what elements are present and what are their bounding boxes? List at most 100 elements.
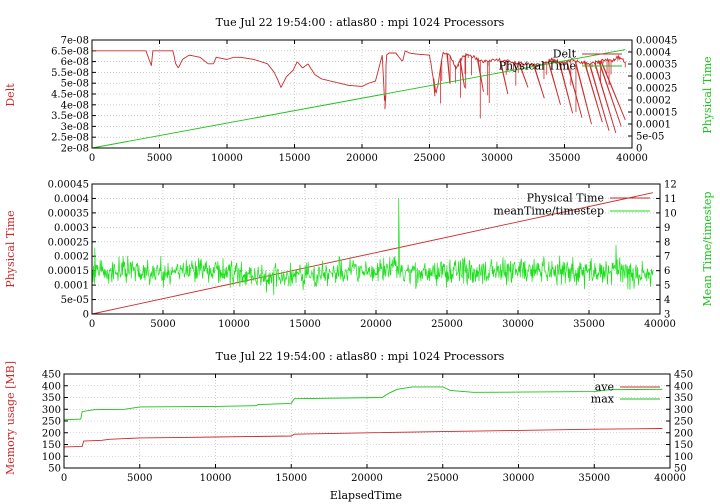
- x-tick-label: 10000: [200, 473, 232, 484]
- x-tick-label: 15000: [275, 473, 307, 484]
- legend-label: ave: [595, 381, 614, 394]
- x-tick-label: 20000: [351, 473, 383, 484]
- plot-frame: [91, 183, 661, 315]
- x-tick-label: 10000: [211, 153, 243, 164]
- y-tick-label: 7e-08: [61, 36, 89, 47]
- memory-usage-panel: Tue Jul 22 19:54:00 : atlas80 : mpi 1024…: [4, 350, 693, 502]
- y-tick-label: 300: [42, 405, 61, 416]
- y2-tick-label: 0.00045: [636, 36, 677, 47]
- y2-tick-label: 0.0004: [636, 48, 671, 59]
- x-tick-label: 5000: [147, 153, 172, 164]
- legend-label: Delt: [553, 48, 577, 61]
- y-tick-label: 2e-08: [61, 144, 89, 155]
- y-tick-label: 4e-08: [61, 100, 89, 111]
- x-tick-label: 40000: [644, 319, 676, 330]
- x-tick-label: 35000: [578, 473, 610, 484]
- x-tick-label: 35000: [549, 153, 581, 164]
- x-tick-label: 40000: [654, 473, 686, 484]
- x-tick-label: 20000: [360, 319, 392, 330]
- series-line-meantime-timestep: [91, 198, 654, 296]
- y2-tick-label: 300: [674, 405, 693, 416]
- legend-label: max: [591, 393, 615, 406]
- y-tick-label: 0.0002: [54, 252, 89, 263]
- y2-tick-label: 5: [664, 281, 670, 292]
- chart-title: Tue Jul 22 19:54:00 : atlas80 : mpi 1024…: [216, 16, 505, 29]
- y2-tick-label: 0.00035: [636, 60, 677, 71]
- y2-tick-label: 7: [664, 252, 670, 263]
- y2-tick-label: 3: [664, 310, 670, 321]
- y2-axis-label: Physical Time: [701, 56, 714, 133]
- y-tick-label: 3.5e-08: [51, 111, 89, 122]
- y2-tick-label: 0.0002: [636, 96, 671, 107]
- x-tick-label: 30000: [502, 319, 534, 330]
- y2-tick-label: 0.0001: [636, 120, 671, 131]
- y-axis-label: Delt: [4, 83, 17, 107]
- x-tick-label: 5000: [150, 319, 175, 330]
- physical-time-mean-time-panel: Physical Time Mean Time/timestep 0 5000 10…: [4, 180, 714, 331]
- y2-tick-label: 200: [674, 428, 693, 439]
- x-tick-label: 0: [89, 319, 95, 330]
- series-line-physical-time: [91, 49, 626, 149]
- y2-tick-label: 350: [674, 393, 693, 404]
- y-tick-label: 2.5e-08: [51, 133, 89, 144]
- y-tick-label: 3e-08: [61, 122, 89, 133]
- y-tick-label: 6e-08: [61, 57, 89, 68]
- legend-label: Physical Time: [527, 192, 604, 205]
- y-tick-label: 100: [42, 452, 61, 463]
- y-tick-label: 0: [83, 310, 89, 321]
- y2-tick-label: 4: [664, 295, 670, 306]
- y-tick-label: 0.00015: [48, 266, 89, 277]
- y-tick-label: 250: [42, 417, 61, 428]
- y-tick-label: 150: [42, 440, 61, 451]
- series-line-max: [63, 386, 663, 421]
- series-line-delt: [92, 50, 626, 134]
- x-tick-label: 25000: [427, 473, 459, 484]
- y-tick-label: 5e-05: [61, 295, 89, 306]
- y-tick-label: 400: [42, 381, 61, 392]
- y-tick-label: 450: [42, 370, 61, 381]
- series-line-ave: [63, 428, 663, 448]
- x-tick-label: 15000: [289, 319, 321, 330]
- legend-label: meanTime/timestep: [493, 205, 604, 218]
- y-tick-label: 4.5e-08: [51, 90, 89, 101]
- y2-tick-label: 12: [664, 180, 677, 191]
- y2-tick-label: 0.00015: [636, 108, 677, 119]
- y-tick-label: 0.00025: [48, 237, 89, 248]
- y-tick-label: 0.00045: [48, 180, 89, 191]
- x-axis-label: ElapsedTime: [330, 489, 402, 502]
- y-tick-label: 50: [48, 464, 61, 475]
- x-tick-label: 5000: [127, 473, 152, 484]
- y2-tick-label: 10: [664, 208, 677, 219]
- x-tick-label: 40000: [616, 153, 648, 164]
- x-tick-label: 0: [89, 153, 95, 164]
- y2-tick-label: 400: [674, 381, 693, 392]
- y-tick-label: 0.0001: [54, 281, 89, 292]
- y-tick-label: 350: [42, 393, 61, 404]
- y2-axis-label: Mean Time/timestep: [701, 192, 714, 307]
- x-tick-label: 30000: [481, 153, 513, 164]
- x-tick-label: 10000: [218, 319, 250, 330]
- x-tick-label: 20000: [346, 153, 378, 164]
- y2-tick-label: 0.00025: [636, 84, 677, 95]
- x-tick-label: 25000: [414, 153, 446, 164]
- y-axis-label: Physical Time: [4, 210, 17, 287]
- y-tick-label: 0.0003: [54, 223, 89, 234]
- y-tick-label: 5.5e-08: [51, 68, 89, 79]
- x-tick-label: 30000: [503, 473, 535, 484]
- plot-frame: [63, 373, 671, 469]
- x-tick-label: 15000: [279, 153, 311, 164]
- y2-tick-label: 0: [636, 144, 642, 155]
- y2-tick-label: 6: [664, 266, 670, 277]
- x-tick-label: 0: [61, 473, 67, 484]
- y-tick-label: 6.5e-08: [51, 46, 89, 57]
- y2-tick-label: 5e-05: [636, 132, 664, 143]
- y-tick-label: 5e-08: [61, 79, 89, 90]
- delt-physical-time-panel: Tue Jul 22 19:54:00 : atlas80 : mpi 1024…: [4, 16, 714, 164]
- y2-tick-label: 250: [674, 417, 693, 428]
- y2-tick-label: 11: [664, 194, 677, 205]
- y-tick-label: 0.00035: [48, 208, 89, 219]
- plot-frame: [91, 39, 633, 149]
- y2-tick-label: 50: [674, 464, 687, 475]
- y2-tick-label: 0.0003: [636, 72, 671, 83]
